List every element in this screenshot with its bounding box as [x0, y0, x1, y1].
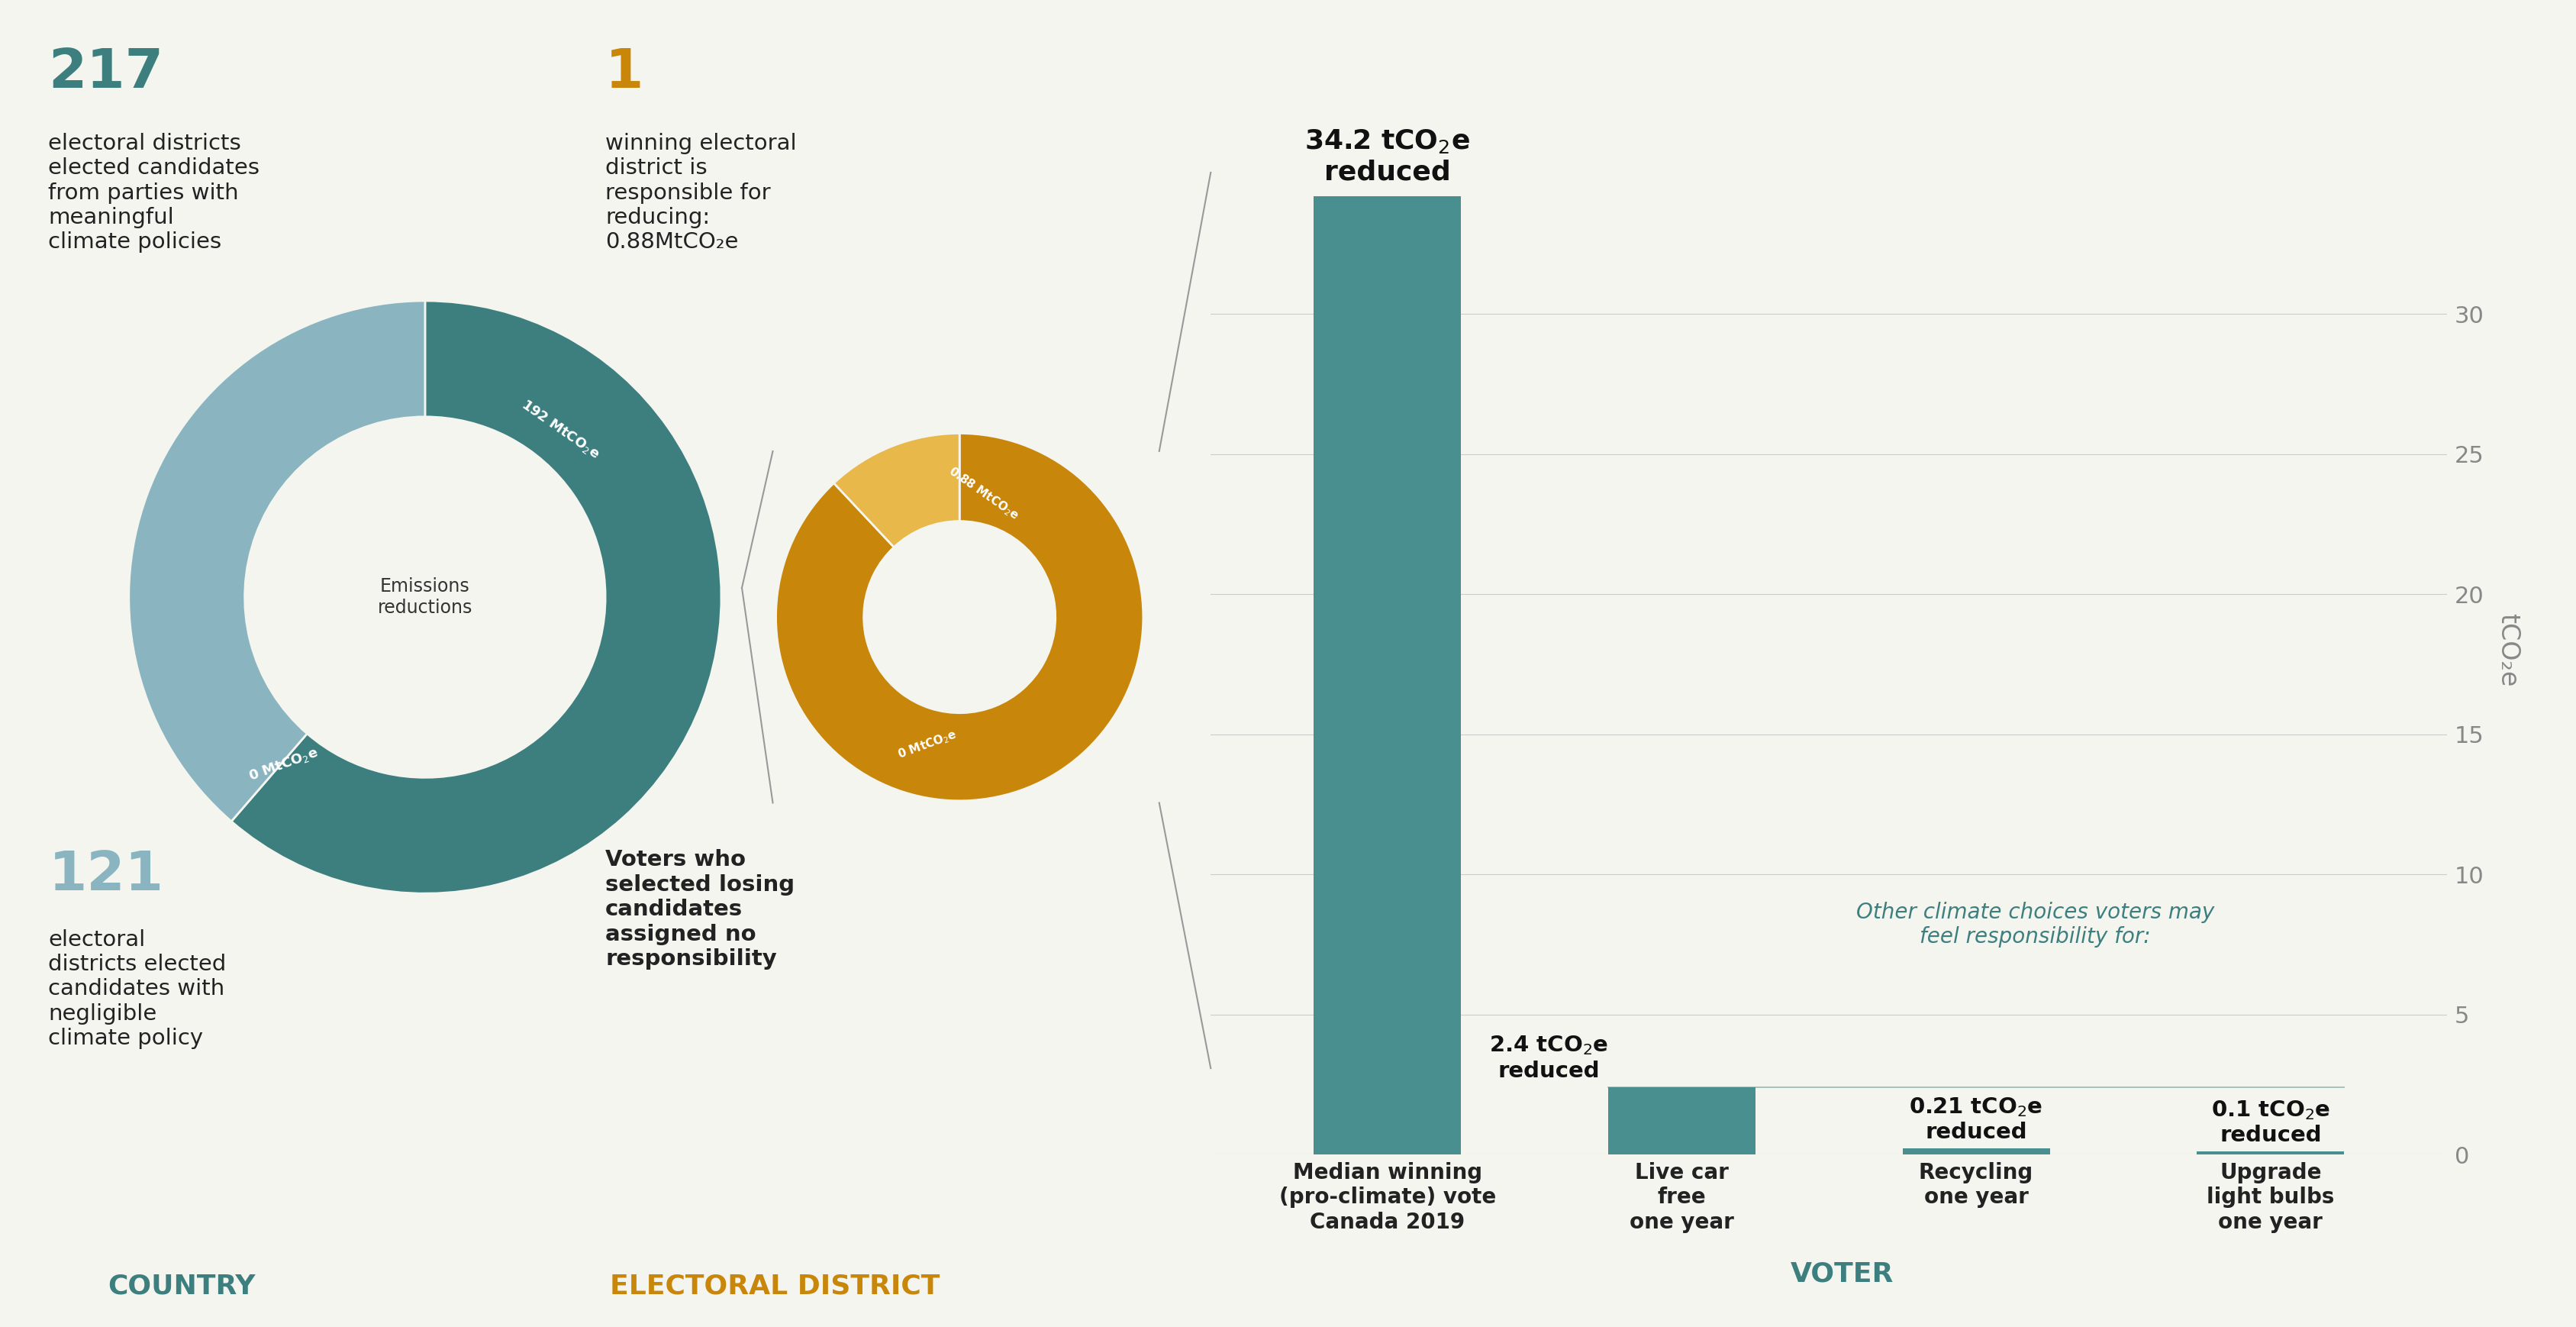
Text: 2.4 tCO$_2$e
reduced: 2.4 tCO$_2$e reduced [1489, 1034, 1607, 1082]
Bar [1314, 196, 1461, 1154]
Bar [1904, 1149, 2050, 1154]
Text: COUNTRY: COUNTRY [108, 1273, 255, 1299]
Text: 192 MtCO$_2$e: 192 MtCO$_2$e [518, 397, 603, 462]
Text: electoral districts
elected candidates
from parties with
meaningful
climate poli: electoral districts elected candidates f… [49, 133, 260, 253]
Text: 0.21 tCO$_2$e
reduced: 0.21 tCO$_2$e reduced [1909, 1096, 2043, 1143]
Text: 0.1 tCO$_2$e
reduced: 0.1 tCO$_2$e reduced [2210, 1099, 2331, 1147]
Wedge shape [775, 434, 1144, 800]
Text: 121: 121 [49, 849, 165, 902]
Text: electoral
districts elected
candidates with
negligible
climate policy: electoral districts elected candidates w… [49, 929, 227, 1050]
Text: VOTER: VOTER [1790, 1261, 1893, 1287]
Text: 217: 217 [49, 46, 165, 100]
Text: Voters who
selected losing
candidates
assigned no
responsibility: Voters who selected losing candidates as… [605, 849, 796, 970]
Y-axis label: tCO₂e: tCO₂e [2496, 613, 2519, 687]
Wedge shape [835, 434, 958, 547]
Text: 0 MtCO$_2$e: 0 MtCO$_2$e [896, 727, 958, 762]
Wedge shape [232, 301, 721, 893]
Wedge shape [129, 301, 425, 821]
Text: Other climate choices voters may
feel responsibility for:: Other climate choices voters may feel re… [1855, 902, 2215, 947]
Text: 0.88 MtCO$_2$e: 0.88 MtCO$_2$e [945, 463, 1023, 523]
Text: ELECTORAL DISTRICT: ELECTORAL DISTRICT [611, 1273, 940, 1299]
Bar [1607, 1087, 1754, 1154]
Bar [2197, 1152, 2344, 1154]
Text: Emissions
reductions: Emissions reductions [379, 577, 471, 617]
Text: 34.2 tCO$_2$e
reduced: 34.2 tCO$_2$e reduced [1303, 127, 1471, 186]
Text: winning electoral
district is
responsible for
reducing:
0.88MtCO₂e: winning electoral district is responsibl… [605, 133, 796, 253]
Text: 1: 1 [605, 46, 644, 100]
Text: 0 MtCO$_2$e: 0 MtCO$_2$e [247, 744, 319, 784]
